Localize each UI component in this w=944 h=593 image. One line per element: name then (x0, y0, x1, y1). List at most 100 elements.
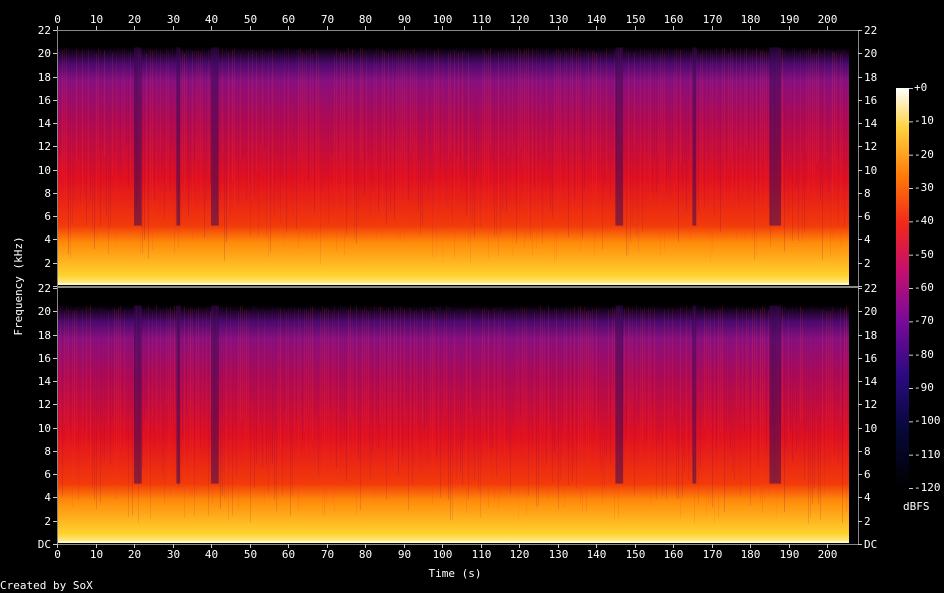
x-tick-label-top: 80 (358, 13, 373, 26)
texture-streak (758, 306, 759, 466)
texture-streak (274, 310, 275, 501)
texture-streak (182, 309, 183, 438)
texture-streak (422, 50, 423, 227)
texture-streak (126, 49, 127, 146)
texture-streak (650, 51, 651, 222)
texture-streak (398, 305, 399, 476)
texture-streak (502, 50, 503, 210)
quiet-passage (134, 47, 142, 226)
y-tick-label-right: 20 (864, 304, 878, 318)
texture-streak (388, 53, 389, 170)
texture-streak (420, 47, 421, 234)
texture-streak (70, 50, 71, 259)
texture-streak (742, 50, 743, 173)
texture-streak (184, 53, 185, 194)
texture-streak (272, 49, 273, 191)
texture-streak (144, 309, 145, 419)
texture-streak (408, 49, 409, 201)
texture-streak (686, 50, 687, 212)
texture-streak (346, 52, 347, 234)
texture-streak (700, 309, 701, 469)
texture-streak (800, 306, 801, 423)
texture-streak (842, 310, 843, 524)
texture-streak (648, 50, 649, 177)
y-tick-label-left: 18 (37, 70, 51, 84)
texture-streak (658, 52, 659, 158)
texture-streak (614, 308, 615, 520)
texture-streak (756, 48, 757, 255)
colorbar-tick-label: -20 (914, 147, 934, 161)
texture-streak (310, 307, 311, 450)
texture-streak (496, 307, 497, 476)
texture-streak (606, 310, 607, 457)
texture-streak (346, 308, 347, 482)
texture-streak (534, 310, 535, 492)
texture-streak (510, 309, 511, 494)
texture-streak (150, 49, 151, 234)
texture-streak (200, 51, 201, 210)
colorbar-tick-label: -90 (914, 381, 934, 394)
texture-streak (740, 49, 741, 198)
texture-streak (684, 49, 685, 163)
texture-streak (106, 309, 107, 413)
dc-band (58, 283, 849, 285)
texture-streak (266, 310, 267, 466)
texture-streak (670, 311, 671, 408)
texture-streak (588, 310, 589, 466)
texture-streak (548, 305, 549, 499)
texture-streak (504, 311, 505, 459)
texture-streak (108, 52, 109, 254)
y-tick-label-right: 2 (864, 256, 871, 270)
texture-streak (644, 49, 645, 186)
texture-streak (394, 306, 395, 473)
texture-streak (548, 48, 549, 181)
texture-streak (588, 51, 589, 152)
texture-streak (688, 308, 689, 481)
axis-ticks (53, 26, 913, 548)
texture-streak (60, 50, 61, 155)
y-tick-label-left: 20 (37, 304, 51, 318)
texture-streak (648, 307, 649, 478)
texture-streak (696, 48, 697, 188)
texture-streak (670, 51, 671, 196)
y-tick-label-left: 14 (37, 116, 51, 130)
texture-streak (404, 309, 405, 422)
texture-streak (782, 307, 783, 423)
texture-streak (742, 307, 743, 466)
x-tick-label-bottom: 160 (663, 548, 684, 561)
texture-streak (458, 306, 459, 420)
texture-streak (500, 51, 501, 236)
texture-streak (842, 51, 843, 246)
texture-streak (550, 309, 551, 426)
texture-streak (464, 47, 465, 174)
texture-streak (74, 53, 75, 202)
texture-streak (654, 308, 655, 489)
texture-streak (668, 307, 669, 440)
colorbar-tick-label: -110 (914, 447, 941, 461)
texture-streak (710, 50, 711, 263)
y-tick-label-left: 16 (37, 351, 51, 365)
texture-streak (406, 48, 407, 197)
y-tick-label-left: 4 (44, 490, 51, 504)
texture-streak (810, 307, 811, 518)
channel-2-frame (57, 287, 859, 545)
texture-streak (512, 48, 513, 256)
texture-streak (302, 310, 303, 441)
texture-streak (762, 306, 763, 514)
texture-streak (812, 305, 813, 505)
texture-streak (90, 52, 91, 202)
texture-streak (752, 308, 753, 468)
texture-streak (224, 51, 225, 261)
texture-streak (180, 306, 181, 491)
texture-streak (462, 51, 463, 163)
texture-streak (840, 307, 841, 421)
x-tick-label-bottom: 70 (320, 548, 335, 561)
texture-streak (540, 306, 541, 489)
texture-streak (80, 308, 81, 419)
x-tick-label-top: 140 (586, 13, 607, 26)
texture-streak (438, 48, 439, 156)
texture-streak (418, 51, 419, 211)
x-tick-label-bottom: 80 (358, 548, 373, 561)
texture-streak (844, 308, 845, 461)
texture-streak (228, 311, 229, 521)
